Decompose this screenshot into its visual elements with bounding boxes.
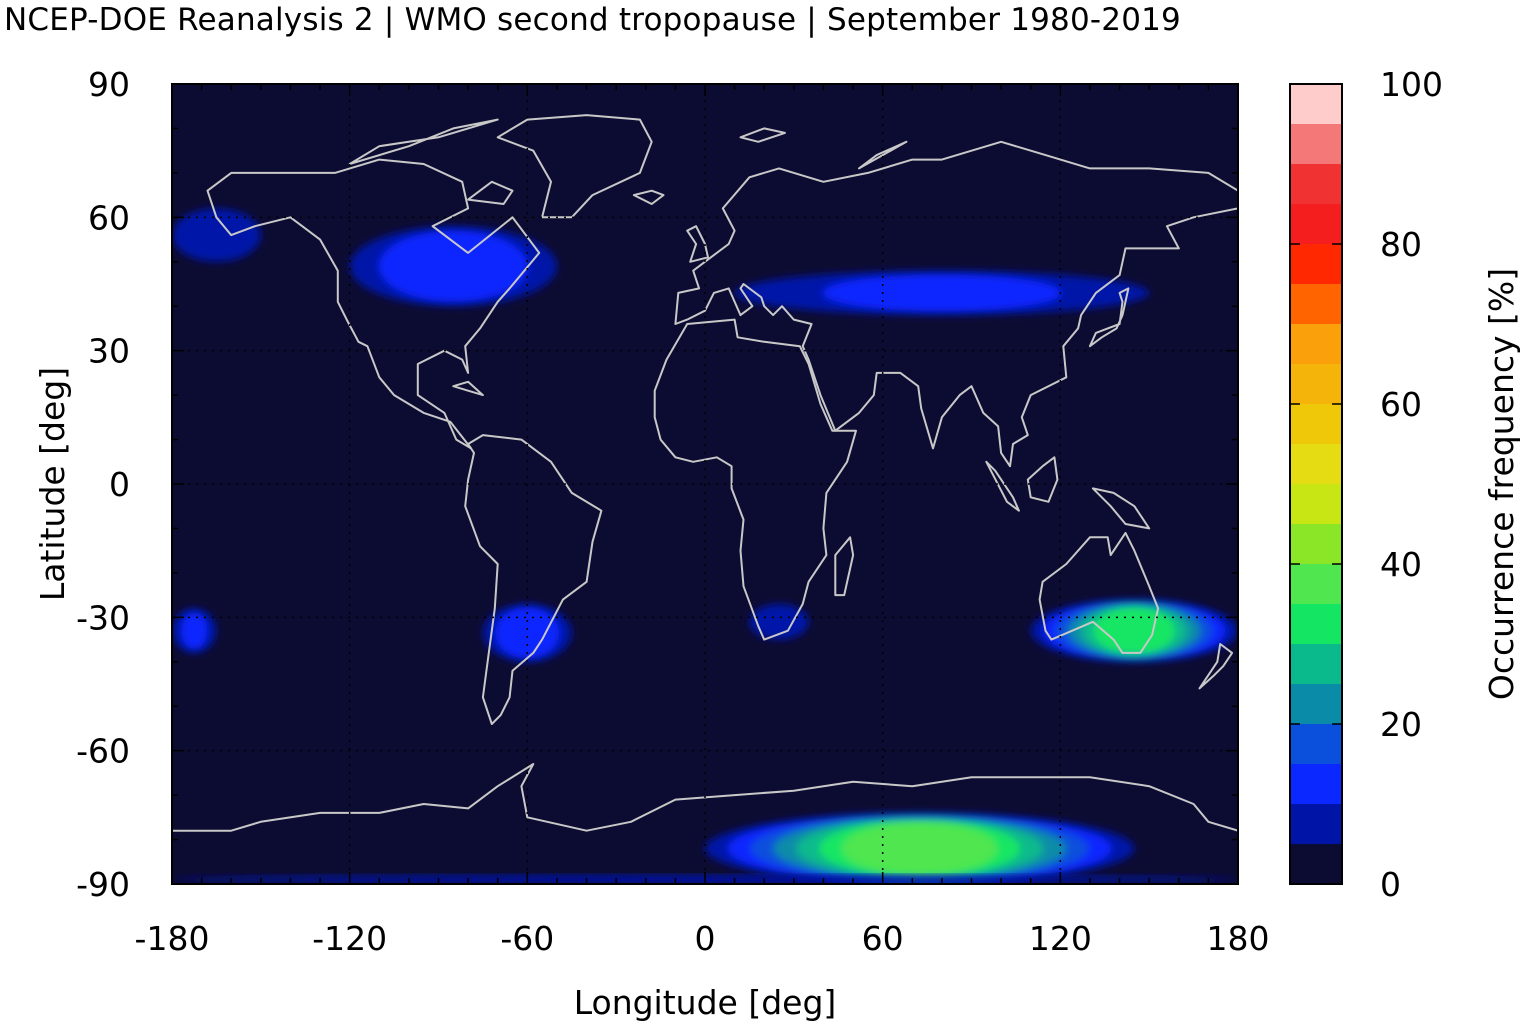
colorbar-tick-label: 40: [1380, 545, 1422, 584]
colorbar-level: [1290, 604, 1342, 644]
colorbar-level: [1290, 84, 1342, 124]
colorbar-level: [1290, 164, 1342, 204]
colorbar-label: Occurrence frequency [%]: [1482, 268, 1521, 700]
colorbar-level: [1290, 804, 1342, 844]
coastline-japan: [1088, 287, 1130, 348]
coastline-madagascar: [834, 536, 855, 597]
y-tick-label: 30: [88, 332, 130, 371]
colorbar-level: [1290, 724, 1342, 764]
y-tick-label: 90: [88, 65, 130, 104]
heat-region: [172, 608, 217, 653]
coastline-sumatra: [985, 460, 1020, 512]
x-tick-label: -120: [312, 919, 387, 958]
colorbar-level: [1290, 204, 1342, 244]
coastline-svalbard: [739, 127, 786, 143]
coastline-baffin: [467, 180, 514, 205]
colorbar-level: [1290, 484, 1342, 524]
colorbar-tick-label: 20: [1380, 705, 1422, 744]
y-tick-label: 60: [88, 198, 130, 237]
coastline-uk: [686, 225, 709, 263]
coastline-arctic-islands: [348, 118, 499, 165]
heat-region: [749, 604, 809, 640]
colorbar-level: [1290, 444, 1342, 484]
colorbar-tick-label: 80: [1380, 225, 1422, 264]
x-tick-label: 60: [862, 919, 904, 958]
coastline-south-america: [464, 434, 603, 725]
colorbar-level: [1290, 764, 1342, 804]
coastline-borneo: [1026, 456, 1059, 503]
coastline-new-guinea: [1091, 487, 1151, 530]
coastline-australia: [1038, 531, 1160, 654]
colorbar-level: [1290, 244, 1342, 284]
colorbar-tick-label: 100: [1380, 65, 1443, 104]
coastline-new-zealand: [1198, 643, 1234, 690]
heat-region: [705, 812, 1135, 884]
colorbar-tick-label: 0: [1380, 865, 1401, 904]
colorbar-level: [1290, 684, 1342, 724]
heat-region: [172, 208, 261, 262]
heat-region: [349, 226, 557, 307]
y-tick-labels: 90 60 30 0 -30 -60 -90: [76, 65, 130, 904]
x-tick-label: -60: [500, 919, 554, 958]
colorbar-level: [1290, 644, 1342, 684]
y-tick-label: -30: [76, 598, 130, 637]
x-tick-label: -180: [135, 919, 210, 958]
x-tick-label: 0: [695, 919, 716, 958]
coastline-north-america: [206, 158, 541, 450]
x-tick-labels: -180 -120 -60 0 60 120 180: [135, 919, 1270, 958]
grid-lines: [172, 84, 1238, 884]
coastline-africa: [653, 318, 857, 641]
coastline-eurasia: [674, 140, 1238, 468]
coastline-greenland: [496, 114, 653, 219]
colorbar-level: [1290, 124, 1342, 164]
coastline-cuba: [452, 380, 484, 397]
x-axis-label: Longitude [deg]: [574, 983, 837, 1022]
y-tick-label: -60: [76, 732, 130, 771]
y-tick-label: -90: [76, 865, 130, 904]
colorbar-level: [1290, 364, 1342, 404]
colorbar-tick-label: 60: [1380, 385, 1422, 424]
coastline-iceland: [632, 189, 665, 205]
y-axis-label: Latitude [deg]: [33, 367, 72, 601]
heat-region: [734, 270, 1150, 316]
heat-region: [482, 604, 572, 662]
coastline-novaya-zemlya: [858, 140, 908, 170]
x-tick-label: 120: [1029, 919, 1092, 958]
plot-area: [171, 83, 1239, 885]
colorbar-level: [1290, 524, 1342, 564]
colorbar-level: [1290, 404, 1342, 444]
colorbar: 0 20 40 60 80 100: [1289, 65, 1443, 904]
colorbar-level: [1290, 284, 1342, 324]
page-title: NCEP-DOE Reanalysis 2 | WMO second tropo…: [4, 2, 1181, 38]
colorbar-level: [1290, 564, 1342, 604]
heatmap-layer: [172, 208, 1238, 884]
x-tick-label: 180: [1207, 919, 1270, 958]
colorbar-level: [1290, 844, 1342, 884]
axis-ticks: [171, 83, 1239, 885]
colorbar-frame: [1289, 83, 1343, 885]
y-tick-label: 0: [109, 465, 130, 504]
colorbar-level: [1290, 324, 1342, 364]
